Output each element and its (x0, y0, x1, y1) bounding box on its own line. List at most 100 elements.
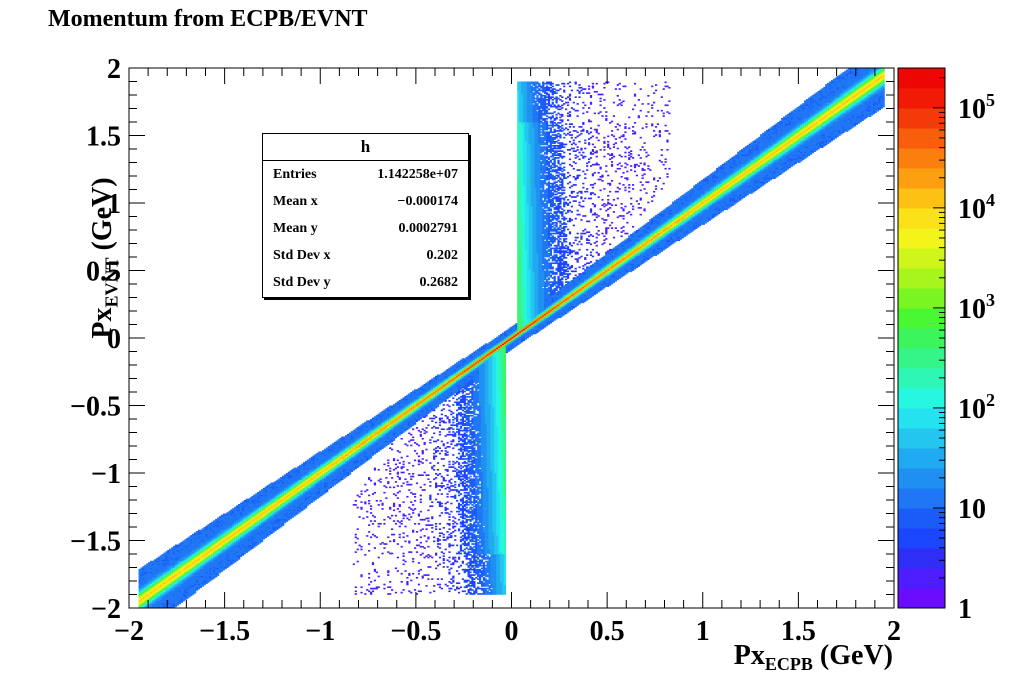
heatmap-cell (224, 551, 227, 553)
heatmap-cell (155, 568, 158, 571)
heatmap-cell (232, 544, 235, 547)
heatmap-cell (186, 537, 189, 540)
heatmap-cell (176, 591, 180, 594)
heatmap-cell (234, 528, 237, 530)
heatmap-cell (195, 548, 199, 551)
heatmap-cell (188, 543, 191, 545)
heatmap-cell (174, 549, 178, 552)
heatmap-cell (218, 544, 222, 547)
heatmap-cell (192, 579, 195, 582)
heatmap-cell (148, 595, 151, 598)
heatmap-cell (389, 447, 392, 449)
heatmap-cell (222, 554, 225, 556)
heatmap-cell (201, 548, 204, 551)
heatmap-cell (241, 524, 245, 526)
heatmap-cell (209, 560, 212, 563)
heatmap-cell (238, 558, 241, 560)
heatmap-cell (194, 532, 197, 535)
heatmap-cell (205, 541, 208, 544)
heatmap-cell (243, 524, 246, 526)
heatmap-cell (224, 521, 227, 524)
heatmap-cell (215, 548, 218, 551)
heatmap-cell (169, 591, 172, 594)
heatmap-cell (167, 586, 170, 589)
heatmap-cell (184, 549, 187, 552)
heatmap-cell (171, 602, 174, 605)
heatmap-cell (215, 529, 218, 532)
heatmap-cell (220, 539, 224, 541)
heatmap-cell (205, 562, 208, 564)
heatmap-cell (201, 560, 204, 563)
heatmap-cell (218, 532, 222, 535)
heatmap-cell (161, 599, 164, 602)
heatmap-cell (218, 536, 222, 539)
heatmap-cell (364, 490, 367, 493)
heatmap-cell (172, 583, 176, 586)
heatmap-cell (236, 545, 239, 548)
heatmap-cell (236, 520, 239, 522)
heatmap-cell (165, 590, 168, 593)
heatmap-cell (245, 513, 248, 516)
heatmap-cell (144, 567, 147, 570)
heatmap-cell (180, 548, 183, 551)
heatmap-cell (157, 603, 160, 606)
heatmap-cell (148, 598, 151, 601)
heatmap-cell (243, 552, 246, 555)
heatmap-cell (226, 562, 229, 564)
heatmap-cell (163, 581, 166, 583)
heatmap-cell (140, 597, 143, 599)
heatmap-cell (159, 601, 162, 603)
heatmap-cell (201, 568, 204, 571)
heatmap-cell (377, 504, 380, 506)
heatmap-cell (180, 562, 183, 564)
heatmap-cell (174, 591, 178, 594)
heatmap-cell (144, 572, 147, 575)
heatmap-cell (167, 558, 170, 560)
heatmap-cell (155, 605, 158, 607)
heatmap-cell (224, 531, 227, 533)
heatmap-cell (190, 578, 193, 580)
heatmap-cell (151, 605, 155, 607)
heatmap-cell (186, 544, 189, 547)
heatmap-cell (216, 545, 220, 548)
heatmap-cell (247, 535, 250, 537)
heatmap-cell (192, 551, 195, 553)
heatmap-cell (238, 529, 241, 532)
heatmap-cell (215, 541, 218, 544)
heatmap-cell (199, 540, 202, 543)
heatmap-cell (172, 567, 176, 570)
heatmap-cell (186, 574, 189, 576)
heatmap-cell (234, 549, 237, 552)
heatmap-cell (241, 527, 245, 529)
heatmap-cell (224, 532, 227, 535)
heatmap-cell (161, 568, 164, 571)
heatmap-cell (195, 587, 199, 590)
heatmap-cell (207, 578, 210, 580)
heatmap-cell (192, 566, 195, 568)
heatmap-cell (174, 547, 178, 549)
heatmap-cell (230, 536, 233, 539)
heatmap-cell (230, 558, 233, 560)
heatmap-cell (220, 540, 224, 543)
heatmap-cell (247, 545, 250, 548)
heatmap-cell (197, 545, 201, 548)
heatmap-cell (215, 563, 218, 566)
heatmap-cell (182, 556, 185, 559)
heatmap-cell (245, 537, 248, 540)
heatmap-cell (245, 535, 248, 537)
heatmap-cell (171, 563, 174, 566)
heatmap-cell (381, 508, 384, 510)
heatmap-cell (215, 537, 218, 540)
heatmap-cell (203, 551, 206, 553)
heatmap-cell (299, 464, 302, 467)
heatmap-cell (161, 587, 164, 590)
heatmap-cell (222, 547, 225, 549)
heatmap-cell (174, 598, 178, 601)
heatmap-cell (197, 543, 201, 545)
heatmap-cell (148, 606, 151, 608)
heatmap-cell (178, 566, 181, 568)
heatmap-cell (245, 528, 248, 530)
heatmap-cell (354, 428, 357, 431)
heatmap-cell (241, 554, 245, 556)
heatmap-cell (234, 513, 237, 516)
